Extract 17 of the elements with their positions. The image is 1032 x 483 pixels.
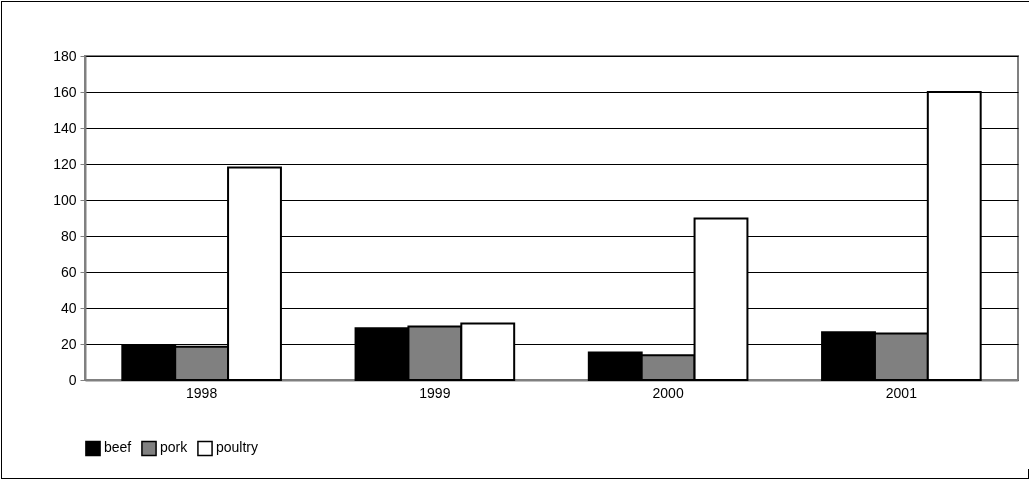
y-tick-label: 160 <box>53 83 77 100</box>
y-tick-label: 180 <box>53 47 77 64</box>
y-tick-label: 0 <box>68 371 77 388</box>
y-tick-label: 20 <box>60 335 77 352</box>
legend-label: pork <box>160 439 189 456</box>
y-tick-label: 60 <box>60 263 77 280</box>
x-tick-label: 2000 <box>652 384 684 401</box>
y-tick-label: 100 <box>53 191 77 208</box>
y-tick-label: 120 <box>53 155 77 172</box>
x-tick-label: 1998 <box>186 384 218 401</box>
x-tick-label: 2001 <box>885 384 918 401</box>
y-tick-label: 80 <box>60 227 77 244</box>
y-tick-label: 40 <box>60 299 77 316</box>
legend-label: poultry <box>216 439 259 456</box>
legend-label: beef <box>104 439 132 456</box>
y-tick-label: 140 <box>53 119 77 136</box>
x-tick-label: 1999 <box>419 384 451 401</box>
